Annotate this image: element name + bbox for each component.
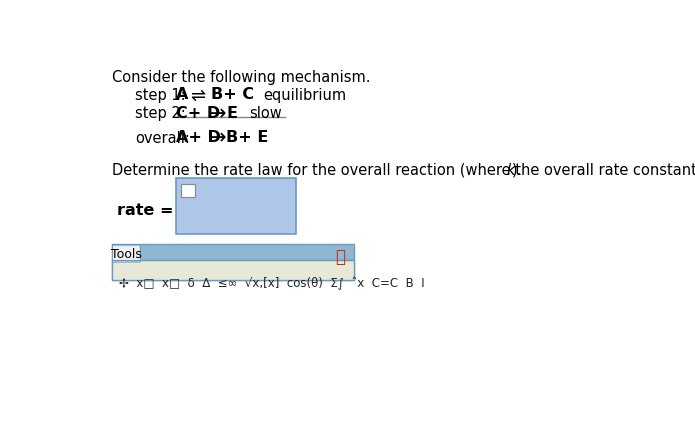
Text: A: A bbox=[176, 87, 188, 102]
Text: B+ C: B+ C bbox=[211, 87, 254, 102]
Text: Tools: Tools bbox=[111, 248, 142, 261]
Text: 🔥: 🔥 bbox=[335, 248, 345, 266]
Text: →: → bbox=[208, 104, 226, 124]
Text: Consider the following mechanism.: Consider the following mechanism. bbox=[113, 70, 371, 85]
Text: A+ D: A+ D bbox=[176, 131, 221, 145]
Bar bbox=[176, 178, 296, 233]
Text: ).: ). bbox=[512, 162, 522, 178]
Text: →: → bbox=[208, 129, 226, 149]
Text: B+ E: B+ E bbox=[227, 131, 269, 145]
Text: ✢  x□  x□  δ  Δ  ≤∞  √x,[x]  cos(θ)  Σ∫  ˆx  C=C  B  I: ✢ x□ x□ δ Δ ≤∞ √x,[x] cos(θ) Σ∫ ˆx C=C B… bbox=[119, 277, 424, 290]
Bar bbox=[113, 261, 354, 280]
Bar bbox=[113, 244, 354, 280]
Text: rate =: rate = bbox=[117, 203, 174, 218]
Text: overall:: overall: bbox=[135, 131, 190, 146]
Text: step 1:: step 1: bbox=[135, 88, 186, 103]
FancyBboxPatch shape bbox=[113, 245, 140, 262]
Text: ⇌: ⇌ bbox=[190, 86, 205, 104]
Text: E: E bbox=[227, 106, 238, 121]
Text: C+ D: C+ D bbox=[176, 106, 220, 121]
Bar bbox=[181, 184, 195, 198]
Text: k: k bbox=[506, 162, 515, 178]
Text: equilibrium: equilibrium bbox=[263, 88, 347, 103]
Text: step 2:: step 2: bbox=[135, 106, 186, 121]
Text: Determine the rate law for the overall reaction (where the overall rate constant: Determine the rate law for the overall r… bbox=[113, 162, 695, 178]
Text: slow: slow bbox=[250, 106, 282, 121]
